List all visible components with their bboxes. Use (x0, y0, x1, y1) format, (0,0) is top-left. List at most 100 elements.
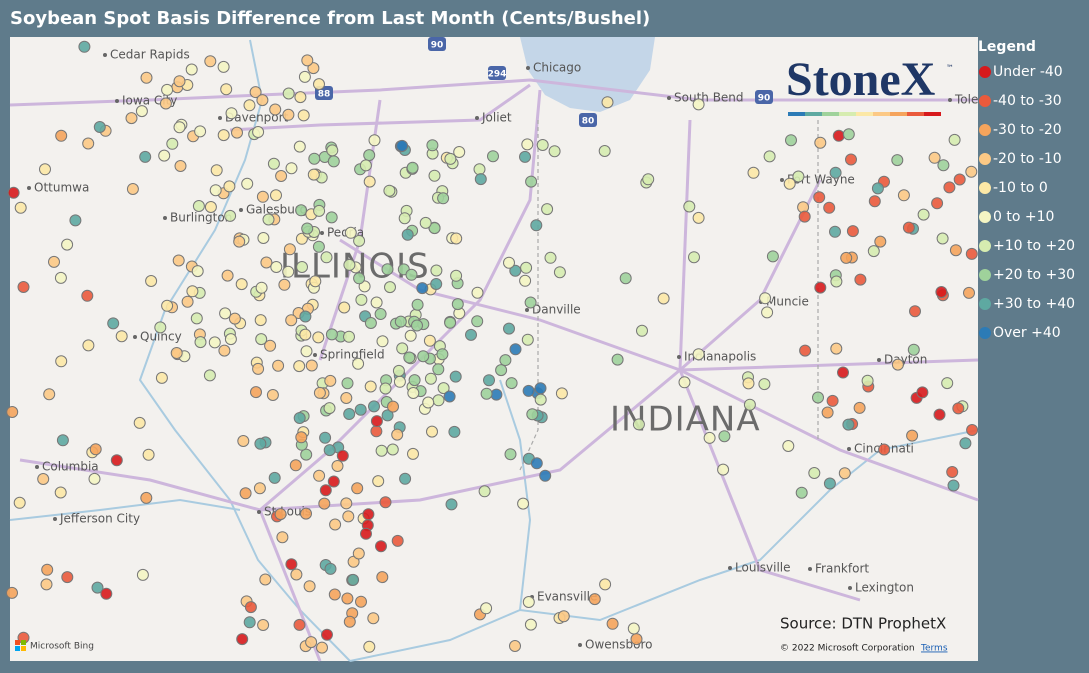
point (296, 261, 308, 273)
point (795, 486, 808, 499)
point (842, 418, 855, 431)
point (236, 633, 249, 646)
point (217, 129, 230, 142)
point (874, 235, 887, 248)
point (692, 211, 705, 224)
point (269, 103, 282, 116)
point (319, 431, 332, 444)
point (487, 150, 499, 163)
city-label: Quincy (140, 330, 182, 344)
point (270, 189, 282, 202)
city-label: Springfield (320, 348, 385, 362)
point (343, 615, 356, 628)
city-label: Louisville (735, 561, 791, 575)
point (374, 308, 387, 320)
point (194, 336, 207, 349)
point (266, 389, 279, 401)
point (483, 374, 495, 387)
point (343, 408, 356, 420)
point (110, 454, 123, 467)
point (840, 251, 853, 264)
point (544, 251, 557, 264)
terms-link[interactable]: Terms (920, 644, 948, 654)
point (823, 201, 836, 214)
point (257, 232, 270, 244)
point (262, 213, 275, 226)
point (352, 547, 365, 560)
point (250, 386, 262, 399)
logo-bar-segment (924, 112, 941, 116)
point (829, 225, 841, 238)
point (408, 374, 421, 387)
point (115, 330, 128, 343)
point (814, 281, 827, 294)
point (259, 573, 272, 586)
point (299, 328, 312, 341)
point (6, 586, 18, 599)
point (252, 126, 265, 138)
point (436, 348, 449, 361)
point (799, 344, 812, 357)
point (126, 183, 139, 195)
legend-swatch (979, 298, 991, 310)
point (139, 150, 152, 163)
point (878, 443, 891, 456)
point (598, 145, 611, 157)
point (353, 272, 366, 285)
point (37, 473, 50, 485)
point (509, 640, 521, 652)
point (225, 107, 238, 120)
point (282, 87, 295, 100)
city-dot (313, 353, 317, 357)
point (379, 382, 392, 395)
point (13, 496, 26, 509)
point (524, 296, 537, 309)
point (480, 602, 493, 615)
point (837, 366, 849, 379)
point (285, 162, 298, 175)
city-label: Jefferson City (59, 512, 140, 526)
logo: StoneX ™ (786, 53, 954, 116)
point (133, 416, 146, 429)
point (692, 348, 705, 361)
city-dot (218, 116, 222, 120)
point (812, 391, 824, 404)
point (344, 226, 357, 239)
point (838, 467, 851, 480)
point (785, 134, 797, 147)
point (473, 163, 486, 176)
point (519, 150, 531, 163)
point (321, 628, 333, 641)
point (703, 431, 716, 444)
source: Source: DTN ProphetX (780, 615, 946, 633)
point (347, 573, 360, 586)
point (235, 278, 248, 291)
point (530, 219, 543, 232)
highway-label: 294 (488, 70, 507, 80)
point (300, 507, 312, 520)
point (327, 155, 340, 168)
point (813, 191, 826, 204)
point (241, 177, 254, 190)
logo-text: StoneX (786, 53, 936, 106)
point (383, 184, 396, 197)
point (293, 360, 306, 373)
point (300, 448, 313, 461)
bing-text: Microsoft Bing (30, 642, 94, 652)
point (632, 418, 645, 431)
point (386, 443, 399, 456)
point (327, 475, 340, 488)
point (313, 204, 326, 217)
point (854, 273, 867, 286)
point (499, 354, 512, 367)
legend-swatch (979, 124, 991, 136)
point (364, 380, 377, 393)
point (295, 431, 308, 444)
point (763, 150, 776, 163)
lake-michigan (520, 37, 655, 112)
point (907, 343, 920, 356)
point (228, 312, 241, 325)
point (861, 374, 874, 387)
point (495, 364, 508, 377)
